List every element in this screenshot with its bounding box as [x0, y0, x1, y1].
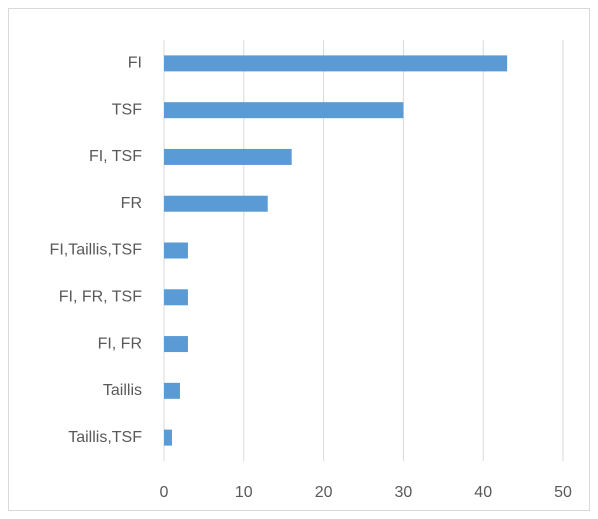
- y-tick-label: FI: [128, 55, 142, 72]
- x-tick-label: 10: [235, 484, 253, 501]
- y-tick-label: FI,Taillis,TSF: [50, 242, 143, 259]
- x-tick-label: 30: [395, 484, 413, 501]
- y-tick-label: TSF: [112, 101, 142, 118]
- x-tick-label: 50: [554, 484, 572, 501]
- x-tick-label: 40: [474, 484, 492, 501]
- bar: [164, 55, 508, 72]
- bar: [164, 429, 172, 446]
- y-tick-label: Taillis: [103, 382, 142, 399]
- y-tick-label: Taillis,TSF: [68, 429, 142, 446]
- x-tick-label: 20: [315, 484, 333, 501]
- bar: [164, 336, 188, 353]
- bar: [164, 382, 180, 399]
- chart-border: [8, 8, 590, 511]
- y-tick-label: FI, TSF: [89, 148, 142, 165]
- x-tick-label: 0: [160, 484, 169, 501]
- bar: [164, 148, 292, 165]
- y-tick-label: FI, FR, TSF: [59, 288, 142, 305]
- y-tick-label: FR: [121, 195, 142, 212]
- bar: [164, 242, 188, 259]
- y-tick-label: FI, FR: [98, 335, 142, 352]
- bar: [164, 195, 268, 212]
- bar: [164, 289, 188, 306]
- bar: [164, 102, 404, 119]
